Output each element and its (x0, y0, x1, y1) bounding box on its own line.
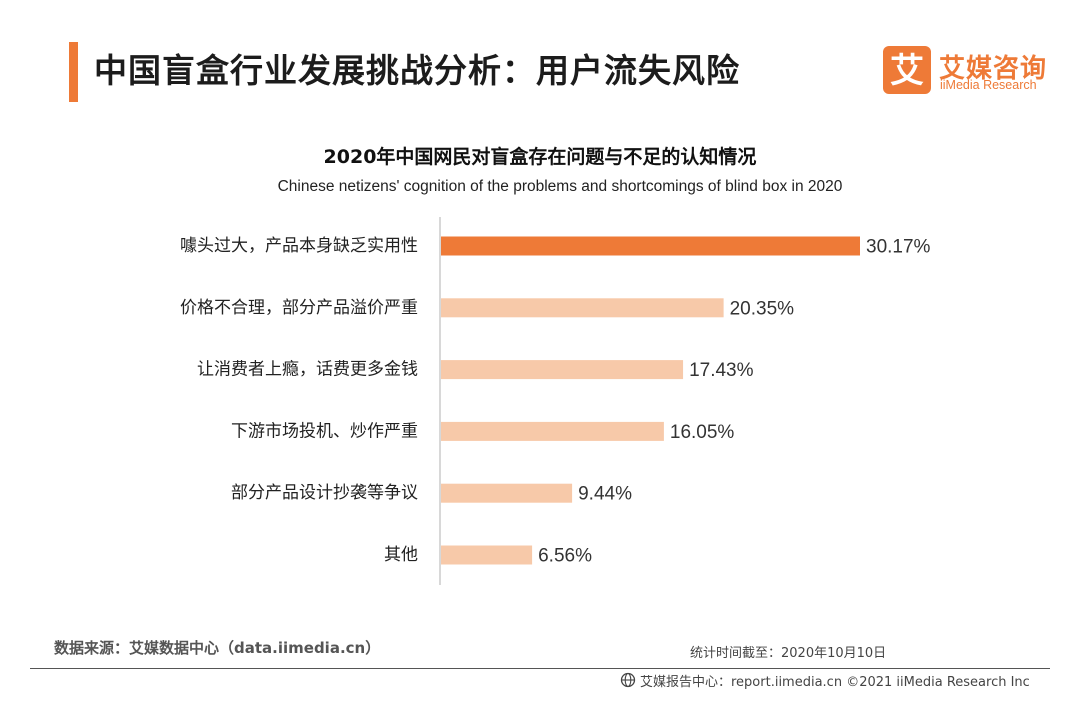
category-label-0: 噱头过大，产品本身缺乏实用性 (180, 236, 418, 256)
value-label-5: 6.56% (538, 546, 592, 567)
bar-0 (441, 236, 860, 256)
category-label-5: 其他 (384, 545, 418, 565)
iimedia-logo-mark: 艾 (883, 46, 931, 94)
globe-icon (620, 672, 636, 688)
data-source: 数据来源：艾媒数据中心（data.iimedia.cn） (54, 639, 381, 657)
category-label-4: 部分产品设计抄袭等争议 (231, 483, 418, 503)
footer-divider (30, 668, 1050, 669)
bar-5 (441, 545, 533, 565)
category-label-2: 让消费者上瘾，话费更多金钱 (197, 360, 418, 380)
bar-4 (441, 483, 573, 503)
bar-3 (441, 421, 664, 441)
stat-date: 统计时间截至：2020年10月10日 (690, 646, 887, 661)
page-title: 中国盲盒行业发展挑战分析：用户流失风险 (94, 51, 740, 90)
logo-mark-text: 艾 (890, 51, 924, 91)
logo-text-en: iiMedia Research (940, 78, 1037, 92)
logo-text-cn: 艾媒咨询 (939, 54, 1048, 84)
value-label-0: 30.17% (866, 237, 931, 258)
title-accent-bar (69, 42, 78, 102)
value-label-1: 20.35% (730, 298, 795, 319)
value-label-4: 9.44% (578, 484, 632, 505)
iimedia-logo: 艾 艾媒咨询 iiMedia Research (883, 46, 1053, 98)
value-label-3: 16.05% (670, 422, 735, 443)
category-label-1: 价格不合理，部分产品溢价严重 (180, 298, 418, 318)
chart-title: 2020年中国网民对盲盒存在问题与不足的认知情况 (323, 146, 757, 168)
category-label-3: 下游市场投机、炒作严重 (231, 421, 418, 441)
footer-credit: 艾媒报告中心：report.iimedia.cn ©2021 iiMedia R… (620, 670, 1030, 690)
bar-1 (441, 298, 724, 318)
chart-subtitle: Chinese netizens' cognition of the probl… (277, 178, 843, 195)
value-label-2: 17.43% (689, 360, 754, 381)
footer-credit-text: 艾媒报告中心：report.iimedia.cn ©2021 iiMedia R… (640, 674, 1030, 690)
bar-2 (441, 360, 684, 380)
